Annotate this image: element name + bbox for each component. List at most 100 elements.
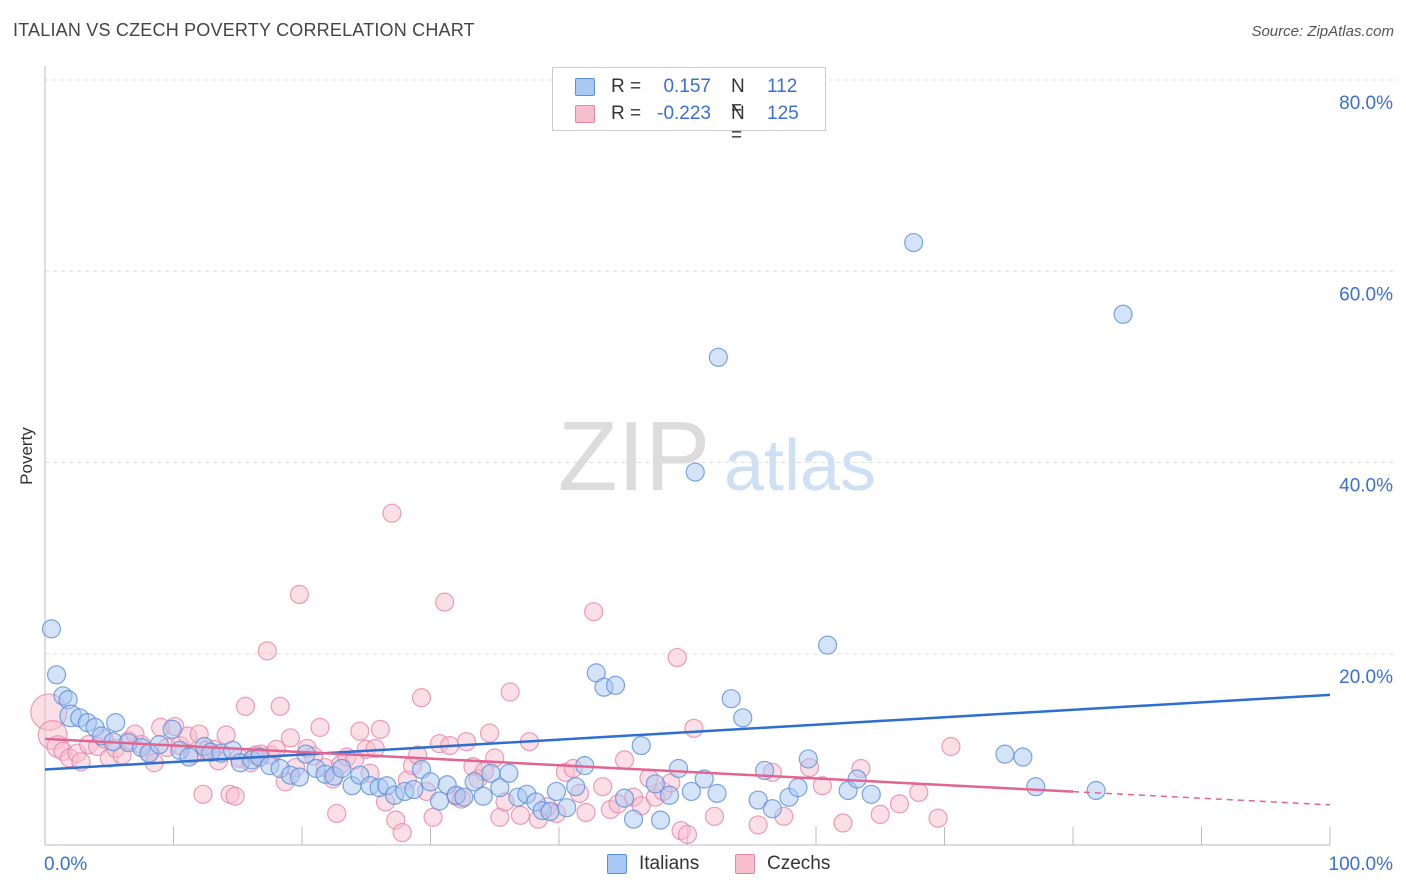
italians-point bbox=[685, 462, 705, 482]
italians-point bbox=[748, 790, 768, 810]
legend-n-label: N = bbox=[731, 103, 745, 146]
italians-point bbox=[546, 781, 567, 802]
italians-point bbox=[566, 777, 586, 797]
y-tick-label: 40.0% bbox=[1339, 476, 1393, 497]
czechs-point bbox=[510, 805, 531, 825]
czechs-point bbox=[667, 647, 687, 668]
italians-point bbox=[798, 749, 818, 769]
y-tick-label: 80.0% bbox=[1339, 93, 1393, 114]
czechs-point bbox=[370, 719, 390, 739]
watermark-zip: ZIP bbox=[558, 401, 710, 511]
czechs-point bbox=[193, 784, 213, 804]
legend-swatch-czechs bbox=[575, 105, 595, 123]
italians-point bbox=[162, 719, 182, 739]
czechs-point bbox=[593, 777, 613, 797]
italians-point bbox=[289, 767, 310, 787]
italians-point bbox=[659, 785, 680, 805]
italians-point bbox=[733, 708, 753, 728]
italians-point bbox=[904, 232, 924, 253]
italians-point bbox=[1113, 304, 1133, 324]
italians-point bbox=[681, 781, 701, 802]
legend-n-value: 112 bbox=[767, 76, 798, 97]
tick-labels: 20.0% 40.0% 60.0% 80.0% 0.0% 100.0% bbox=[44, 93, 1393, 875]
bottom-legend-label-italians: Italians bbox=[639, 853, 700, 874]
italians-point bbox=[490, 778, 510, 798]
y-tick-label: 60.0% bbox=[1339, 284, 1393, 305]
czechs-point bbox=[310, 717, 330, 737]
bottom-legend-swatch-czechs bbox=[735, 854, 755, 874]
czechs-point bbox=[870, 804, 890, 825]
czechs-point bbox=[392, 822, 412, 843]
chart-title: ITALIAN VS CZECH POVERTY CORRELATION CHA… bbox=[13, 20, 475, 40]
italians-point bbox=[817, 635, 838, 655]
legend: R = 0.157 N = 112 R = -0.223 N = 125 bbox=[552, 67, 826, 146]
italians-point bbox=[623, 809, 644, 829]
bottom-legend: Italians Czechs bbox=[0, 852, 1406, 878]
legend-r-label: R = bbox=[611, 76, 642, 97]
italians-point bbox=[995, 744, 1015, 764]
italians-point bbox=[41, 619, 62, 639]
legend-n-value: 125 bbox=[767, 103, 799, 124]
czechs-point bbox=[684, 718, 704, 738]
y-tick-label: 20.0% bbox=[1339, 667, 1393, 688]
czechs-point bbox=[941, 736, 961, 757]
czechs-point bbox=[584, 602, 604, 622]
czechs-point bbox=[270, 696, 290, 716]
czechs-point bbox=[235, 696, 256, 716]
czechs-point bbox=[327, 803, 347, 824]
czechs-point bbox=[812, 776, 833, 796]
italians-point bbox=[650, 810, 671, 830]
italians-point bbox=[721, 689, 741, 709]
italians-point bbox=[762, 799, 782, 819]
czechs-trend-line bbox=[44, 737, 1074, 793]
italians-point bbox=[1013, 747, 1033, 767]
czechs-point bbox=[928, 808, 948, 828]
italians-point bbox=[1086, 780, 1106, 801]
czechs-point bbox=[677, 824, 698, 845]
italians-point bbox=[645, 774, 665, 794]
y-axis-label: Poverty bbox=[17, 427, 36, 485]
czechs-point bbox=[289, 584, 310, 605]
italians-point bbox=[605, 675, 626, 695]
italians-point bbox=[861, 784, 881, 804]
italians-point bbox=[106, 712, 126, 733]
legend-r-label: R = bbox=[611, 103, 642, 124]
czechs-point bbox=[833, 813, 853, 833]
czechs-point bbox=[748, 815, 768, 835]
legend-r-value: -0.223 bbox=[657, 103, 711, 124]
italians-point bbox=[499, 763, 519, 783]
italians-point bbox=[454, 787, 474, 807]
watermark-atlas: atlas bbox=[724, 426, 876, 506]
czechs-point bbox=[382, 503, 402, 523]
italians-point bbox=[404, 779, 424, 800]
legend-swatch-italians bbox=[575, 78, 595, 96]
czechs-point bbox=[576, 802, 596, 823]
italians-point bbox=[420, 772, 441, 792]
italians-point bbox=[708, 347, 728, 367]
source-credit: Source: ZipAtlas.com bbox=[1251, 23, 1394, 40]
italians-point bbox=[540, 801, 560, 822]
czechs-point bbox=[350, 721, 370, 741]
legend-r-value: 0.157 bbox=[663, 76, 711, 97]
trend-lines bbox=[44, 693, 1331, 806]
czechs-point bbox=[411, 688, 432, 708]
czechs-point bbox=[423, 807, 443, 827]
italians-point bbox=[1026, 777, 1046, 797]
czechs-point bbox=[500, 682, 520, 702]
czechs-trend-extension bbox=[1072, 790, 1331, 806]
czechs-point bbox=[614, 750, 635, 770]
czechs-point bbox=[365, 738, 385, 759]
italians-point bbox=[631, 735, 651, 756]
czechs-point bbox=[909, 782, 929, 803]
legend-n-label: N = bbox=[731, 76, 745, 119]
czechs-point bbox=[480, 723, 500, 743]
italians-point bbox=[557, 798, 577, 818]
italians-point bbox=[332, 758, 352, 779]
czechs-point bbox=[704, 806, 725, 826]
italians-point bbox=[429, 791, 450, 811]
italians-point bbox=[464, 772, 484, 792]
italians-trend-line bbox=[44, 693, 1331, 771]
italians-point bbox=[614, 788, 635, 808]
italians-point bbox=[179, 747, 199, 767]
